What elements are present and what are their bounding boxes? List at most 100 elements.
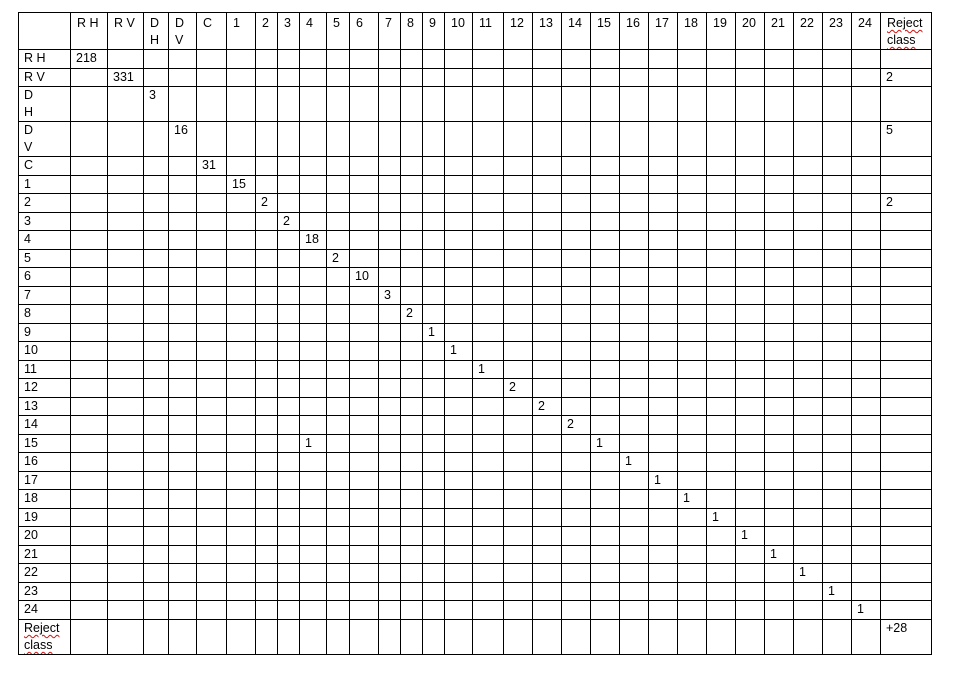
matrix-cell <box>70 341 108 361</box>
row-label: 21 <box>18 545 71 564</box>
matrix-cell-text: 2 <box>886 70 893 84</box>
matrix-cell <box>299 86 327 122</box>
matrix-cell <box>378 360 401 379</box>
matrix-cell <box>400 323 423 342</box>
matrix-cell <box>851 563 881 583</box>
matrix-cell <box>226 121 256 157</box>
matrix-cell <box>648 267 678 287</box>
column-header: 22 <box>793 12 823 50</box>
matrix-cell <box>880 249 932 268</box>
matrix-cell-text: 218 <box>76 51 97 65</box>
matrix-cell <box>706 175 736 194</box>
matrix-cell <box>880 489 932 509</box>
matrix-cell <box>143 230 169 250</box>
matrix-cell <box>107 397 144 416</box>
matrix-cell <box>143 545 169 564</box>
matrix-cell <box>277 121 300 157</box>
matrix-cell <box>444 249 473 268</box>
matrix-cell <box>590 508 620 527</box>
matrix-cell <box>107 619 144 655</box>
column-header: 5 <box>326 12 350 50</box>
matrix-cell <box>422 489 445 509</box>
matrix-cell <box>196 452 227 472</box>
matrix-cell <box>590 452 620 472</box>
matrix-cell-text: 1 <box>478 362 485 376</box>
column-header: 1 <box>226 12 256 50</box>
matrix-cell <box>735 49 765 69</box>
matrix-cell <box>472 378 504 398</box>
matrix-cell <box>107 378 144 398</box>
matrix-cell <box>532 508 562 527</box>
matrix-cell <box>143 489 169 509</box>
matrix-cell <box>255 508 278 527</box>
matrix-cell <box>349 545 379 564</box>
row-label: 24 <box>18 600 71 620</box>
matrix-cell <box>706 230 736 250</box>
matrix-cell <box>764 267 794 287</box>
matrix-cell <box>822 156 852 176</box>
matrix-cell <box>400 471 423 490</box>
matrix-cell <box>444 212 473 231</box>
matrix-cell <box>444 156 473 176</box>
matrix-cell <box>822 286 852 305</box>
matrix-cell <box>143 286 169 305</box>
matrix-cell <box>143 452 169 472</box>
matrix-cell <box>735 415 765 435</box>
matrix-cell <box>472 49 504 69</box>
matrix-cell <box>735 212 765 231</box>
matrix-cell <box>196 508 227 527</box>
matrix-cell <box>143 193 169 213</box>
matrix-cell <box>764 563 794 583</box>
matrix-cell <box>532 121 562 157</box>
matrix-cell <box>299 452 327 472</box>
matrix-cell <box>764 619 794 655</box>
matrix-cell <box>70 563 108 583</box>
matrix-cell <box>143 415 169 435</box>
row-label-text: 22 <box>24 565 38 579</box>
matrix-cell <box>143 304 169 324</box>
matrix-cell <box>107 526 144 546</box>
matrix-cell: 1 <box>299 434 327 453</box>
matrix-cell <box>503 508 533 527</box>
matrix-cell <box>793 249 823 268</box>
matrix-cell <box>422 526 445 546</box>
matrix-cell <box>349 563 379 583</box>
matrix-cell <box>299 489 327 509</box>
matrix-cell-text: 2 <box>283 214 290 228</box>
row-label: 12 <box>18 378 71 398</box>
matrix-cell <box>226 452 256 472</box>
matrix-cell <box>143 378 169 398</box>
matrix-cell <box>349 489 379 509</box>
row-label: 6 <box>18 267 71 287</box>
row-label-text: 12 <box>24 380 38 394</box>
matrix-cell: 2 <box>326 249 350 268</box>
matrix-cell <box>400 397 423 416</box>
matrix-cell <box>255 452 278 472</box>
matrix-cell <box>143 121 169 157</box>
matrix-cell <box>532 545 562 564</box>
matrix-cell <box>226 49 256 69</box>
matrix-cell <box>226 397 256 416</box>
matrix-cell <box>444 286 473 305</box>
matrix-cell <box>764 249 794 268</box>
matrix-cell: 2 <box>880 68 932 87</box>
matrix-cell <box>561 193 591 213</box>
matrix-cell <box>648 323 678 342</box>
matrix-cell <box>444 489 473 509</box>
matrix-cell <box>880 341 932 361</box>
row-label: R V <box>18 68 71 87</box>
matrix-cell <box>168 452 197 472</box>
matrix-cell <box>590 489 620 509</box>
matrix-cell <box>226 582 256 601</box>
matrix-cell <box>196 526 227 546</box>
matrix-cell <box>378 230 401 250</box>
matrix-cell <box>590 526 620 546</box>
matrix-cell <box>619 434 649 453</box>
matrix-cell <box>561 526 591 546</box>
matrix-cell <box>70 304 108 324</box>
column-header-text: Reject class <box>887 16 923 47</box>
matrix-cell <box>590 360 620 379</box>
